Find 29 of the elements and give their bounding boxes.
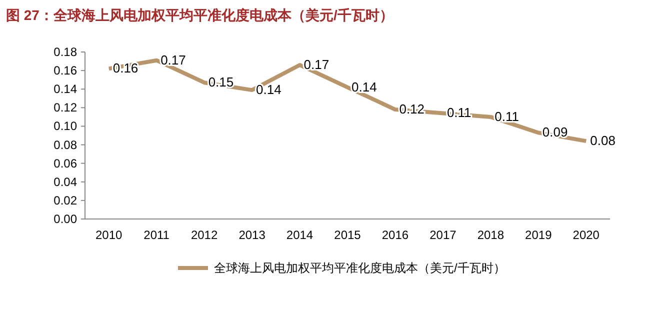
x-tick-label: 2016 (382, 228, 409, 242)
data-label: 0.08 (590, 133, 616, 148)
x-tick-label: 2011 (144, 228, 170, 242)
y-tick-label: 0.08 (54, 138, 78, 152)
x-tick-label: 2017 (430, 228, 457, 242)
y-tick-label: 0.14 (54, 82, 78, 96)
x-tick-label: 2019 (525, 228, 552, 242)
chart-title: 图 27：全球海上风电加权平均平准化度电成本（美元/千瓦时） (6, 7, 394, 23)
x-tick-label: 2010 (96, 228, 123, 242)
x-tick-label: 2020 (572, 228, 600, 242)
y-tick-label: 0.12 (54, 100, 78, 115)
x-tick-label: 2014 (286, 228, 314, 242)
y-tick-label: 0.02 (54, 193, 78, 208)
y-tick-label: 0.06 (54, 156, 78, 170)
data-label: 0.17 (160, 52, 186, 68)
data-label: 0.14 (352, 79, 377, 94)
legend-label: 全球海上风电加权平均平准化度电成本（美元/千瓦时） (214, 261, 506, 275)
y-tick-label: 0.00 (54, 212, 78, 226)
x-tick-label: 2018 (477, 228, 504, 242)
y-tick-label: 0.10 (54, 119, 78, 134)
x-tick-label: 2012 (190, 228, 218, 242)
y-tick-label: 0.16 (54, 64, 78, 78)
y-tick-label: 0.18 (54, 45, 78, 59)
x-tick-label: 2013 (238, 228, 266, 242)
data-label: 0.11 (494, 108, 520, 124)
x-tick-label: 2015 (334, 228, 362, 242)
y-tick-label: 0.04 (54, 174, 78, 189)
data-label: 0.14 (256, 82, 282, 98)
data-label: 0.17 (304, 56, 330, 72)
